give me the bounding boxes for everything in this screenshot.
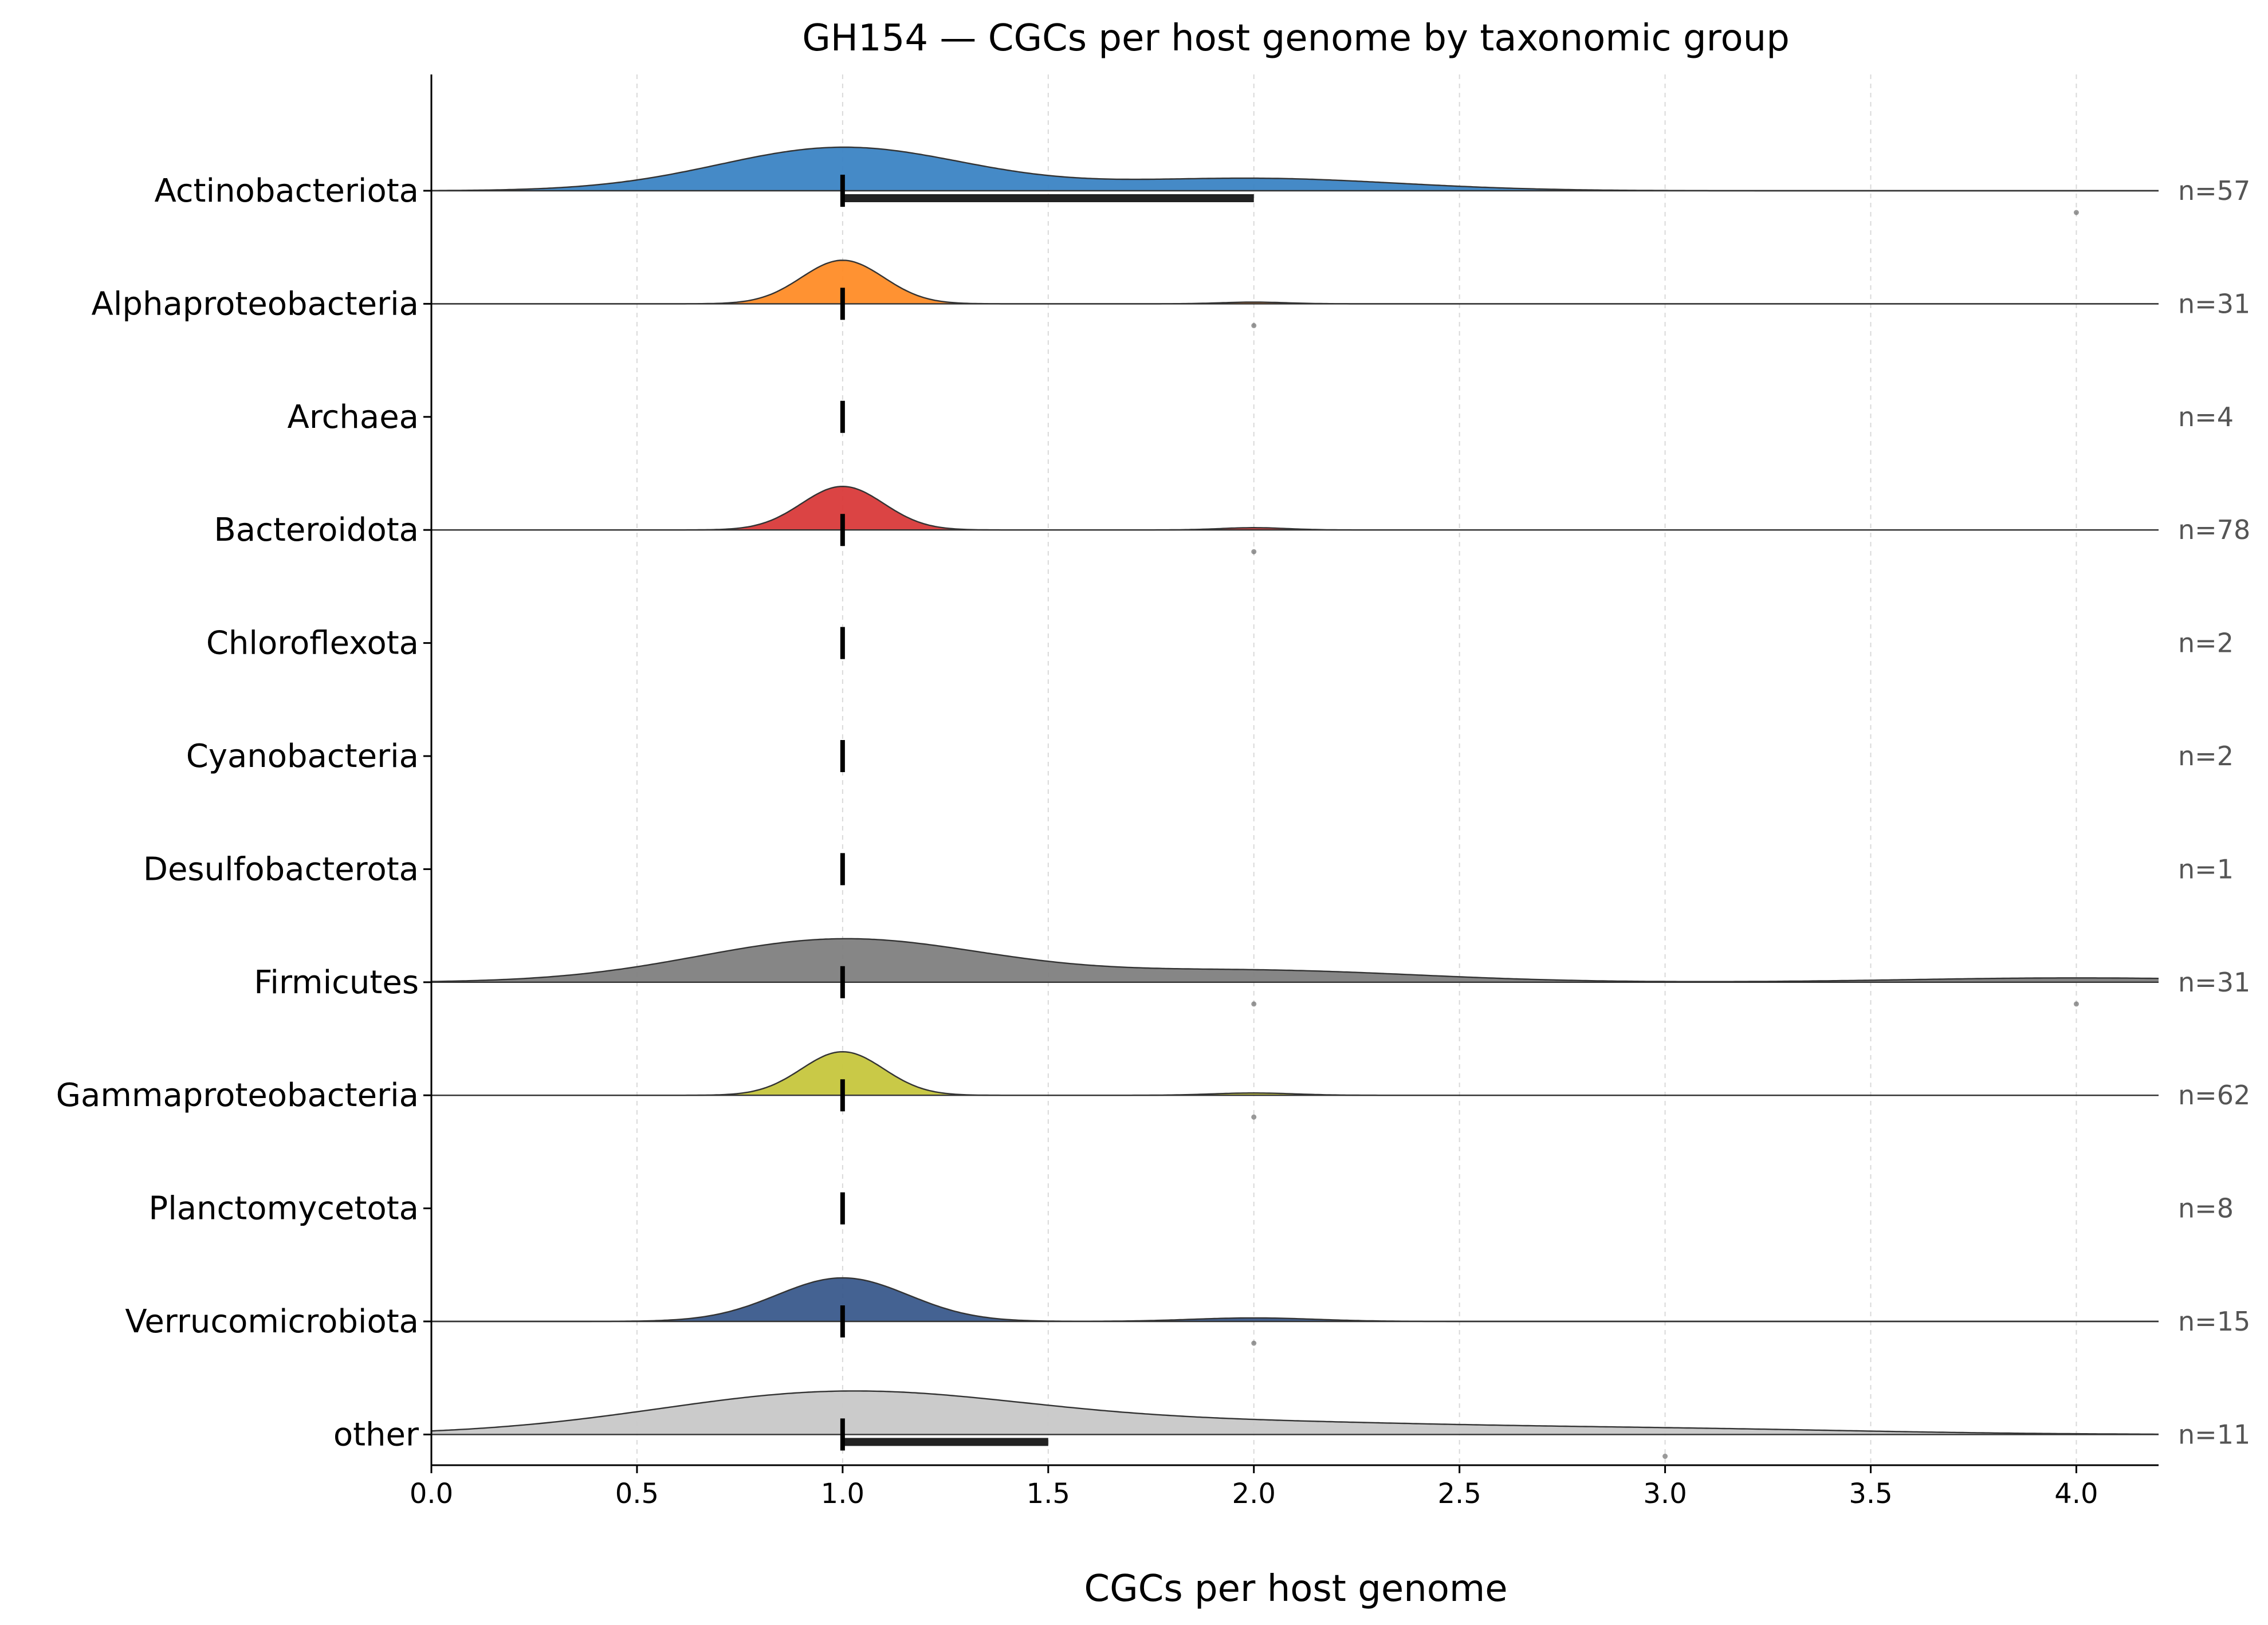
n-label-archaea: n=4	[2178, 402, 2234, 432]
x-axis-label: CGCs per host genome	[1084, 1568, 1507, 1610]
n-label-verrucomicrobiota: n=15	[2178, 1306, 2250, 1337]
n-label-actinobacteriota: n=57	[2178, 175, 2250, 206]
outlier-point	[2073, 210, 2079, 215]
n-label-cyanobacteria: n=2	[2178, 741, 2234, 772]
group-label-planctomycetota: Planctomycetota	[148, 1190, 419, 1227]
y-tick-labels: Actinobacteriota Alphaproteobacteria Archa…	[56, 172, 431, 1453]
density-fill	[431, 486, 2159, 530]
density-outline	[431, 1390, 2159, 1435]
density-fill	[431, 260, 2159, 304]
sample-size-labels: n=57 n=31 n=4 n=78 n=2 n=2 n=1 n=31 n=62 n=8 n=15 n…	[2178, 175, 2250, 1450]
density-fill	[431, 147, 2159, 191]
iqr-bar	[842, 1438, 1048, 1446]
density-outline	[431, 259, 2159, 305]
axes	[430, 74, 2159, 1466]
density-outline	[431, 1050, 2159, 1096]
density-fill	[431, 1278, 2159, 1321]
group-label-chloroflexota: Chloroflexota	[206, 625, 419, 662]
group-label-gammaproteobacteria: Gammaproteobacteria	[56, 1077, 419, 1114]
n-label-firmicutes: n=31	[2178, 967, 2250, 998]
n-label-desulfobacterota: n=1	[2178, 853, 2234, 884]
x-tick-label: 4.0	[2054, 1478, 2098, 1510]
outlier-point	[1251, 1340, 1257, 1346]
group-label-verrucomicrobiota: Verrucomicrobiota	[125, 1303, 419, 1340]
group-label-firmicutes: Firmicutes	[254, 964, 419, 1001]
n-label-gammaproteobacteria: n=62	[2178, 1080, 2250, 1111]
outlier-point	[1251, 549, 1257, 554]
ridge-bacteroidota	[431, 485, 2159, 554]
x-tick-label: 2.0	[1232, 1478, 1276, 1510]
x-tick-label: 0.5	[615, 1478, 659, 1510]
ridge-verrucomicrobiota	[431, 1277, 2159, 1346]
density-fill	[431, 938, 2159, 982]
outlier-point	[1251, 1114, 1257, 1120]
n-label-alphaproteobacteria: n=31	[2178, 288, 2250, 319]
group-label-alphaproteobacteria: Alphaproteobacteria	[92, 285, 419, 322]
density-fill	[431, 1391, 2159, 1435]
x-tick-label: 1.0	[821, 1478, 864, 1510]
ridge-firmicutes	[431, 938, 2159, 1007]
density-outline	[431, 938, 2159, 982]
group-label-actinobacteriota: Actinobacteriota	[154, 172, 419, 210]
n-label-chloroflexota: n=2	[2178, 628, 2234, 659]
group-label-cyanobacteria: Cyanobacteria	[186, 738, 419, 775]
ridge-other	[431, 1390, 2159, 1459]
density-ridges	[431, 146, 2159, 1459]
group-label-bacteroidota: Bacteroidota	[214, 511, 419, 549]
density-fill	[431, 1052, 2159, 1096]
x-tick-label: 0.0	[410, 1478, 453, 1510]
n-label-bacteroidota: n=78	[2178, 514, 2250, 545]
n-label-other: n=11	[2178, 1419, 2250, 1450]
x-tick-label: 3.5	[1849, 1478, 1892, 1510]
ridge-alphaproteobacteria	[431, 259, 2159, 328]
outlier-point	[1251, 322, 1257, 328]
outlier-point	[1251, 1001, 1257, 1007]
n-label-planctomycetota: n=8	[2178, 1193, 2234, 1224]
chart-title: GH154 — CGCs per host genome by taxonomi…	[802, 17, 1790, 60]
x-ticks: 0.0 0.5 1.0 1.5 2.0 2.5 3.0 3.5 4.0	[410, 1465, 2098, 1510]
iqr-bar	[842, 194, 1254, 202]
x-tick-label: 2.5	[1437, 1478, 1481, 1510]
x-tick-label: 1.5	[1027, 1478, 1070, 1510]
outlier-point	[2073, 1001, 2079, 1007]
x-tick-label: 3.0	[1643, 1478, 1687, 1510]
ridge-actinobacteriota	[431, 146, 2159, 215]
ridge-gammaproteobacteria	[431, 1050, 2159, 1120]
density-outline	[431, 485, 2159, 531]
group-label-archaea: Archaea	[288, 399, 419, 436]
outlier-point	[1662, 1453, 1668, 1459]
group-label-other: other	[333, 1416, 419, 1453]
density-outline	[431, 1277, 2159, 1323]
group-label-desulfobacterota: Desulfobacterota	[143, 851, 419, 888]
